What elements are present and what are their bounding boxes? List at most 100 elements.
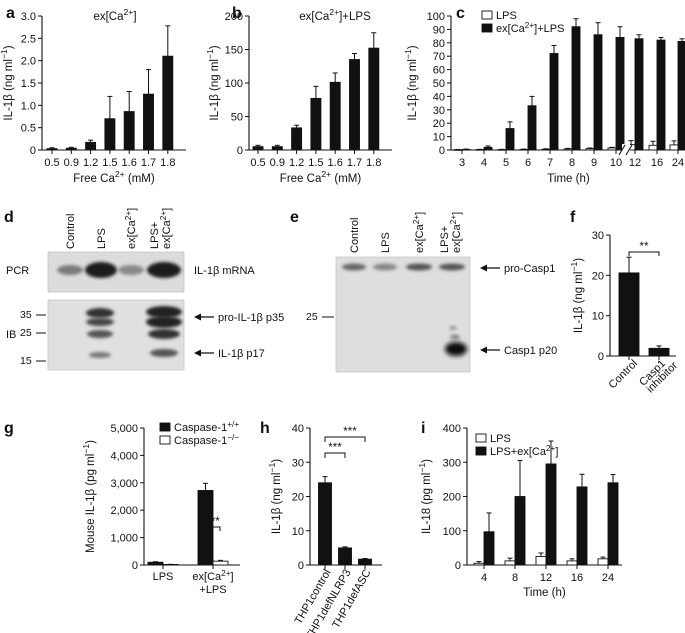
legend-swatch bbox=[159, 435, 171, 445]
y-tick-label: 3.0 bbox=[21, 11, 36, 23]
y-tick-label: 40 bbox=[292, 423, 304, 435]
ib-band-lps-p35b bbox=[86, 318, 114, 326]
bar bbox=[535, 555, 547, 566]
marker-15: 15 bbox=[20, 355, 32, 367]
casp1-band-faint1 bbox=[449, 326, 457, 330]
bar bbox=[505, 128, 515, 151]
y-tick-label: 200 bbox=[443, 492, 461, 504]
bar bbox=[618, 272, 640, 357]
bar bbox=[291, 127, 303, 151]
mrna-label: IL-1β mRNA bbox=[194, 265, 255, 277]
x-tick-label: 0.5 bbox=[250, 157, 265, 169]
legend-label: ex[Ca2+]+LPS bbox=[496, 21, 564, 36]
y-tick-label: 200 bbox=[225, 11, 243, 23]
x-tick-label: 1.2 bbox=[83, 157, 98, 169]
x-tick-label: 1.7 bbox=[347, 157, 362, 169]
ib-band-lps-p35a bbox=[86, 308, 114, 318]
bar bbox=[597, 558, 609, 566]
bar bbox=[318, 482, 332, 566]
x-tick-label: 0.5 bbox=[44, 157, 59, 169]
pcr-band-lps-exca bbox=[147, 262, 181, 278]
y-tick-label: 80 bbox=[433, 38, 445, 50]
y-tick-label: 30 bbox=[592, 230, 604, 242]
y-tick-label: 10 bbox=[433, 132, 445, 144]
y-tick-label: 20 bbox=[433, 118, 445, 130]
y-axis-label: Mouse IL-1β (pg ml−1) bbox=[81, 440, 97, 553]
bar bbox=[143, 93, 154, 151]
x-tick-label: 12 bbox=[629, 157, 641, 169]
ib-row-label: IB bbox=[6, 329, 16, 341]
chart-a-title: ex[Ca2+] bbox=[93, 7, 136, 23]
y-tick-label: 50 bbox=[231, 112, 243, 124]
pro-casp1-arrowhead bbox=[480, 264, 487, 272]
marker-25: 25 bbox=[20, 327, 32, 339]
blot-e: Control LPS ex[Ca2+]LPS+ ex[Ca2+] 25 pro-Ca… bbox=[306, 212, 557, 373]
significance-bracket bbox=[205, 526, 221, 531]
y-tick-label: 0 bbox=[598, 351, 604, 363]
x-axis-label: Time (h) bbox=[523, 587, 566, 599]
x-tick-label: 0.9 bbox=[270, 157, 285, 169]
x-tick-label: ex[Ca2+] +LPS bbox=[192, 569, 233, 597]
y-tick-label: 0.5 bbox=[21, 123, 36, 135]
legend-swatch bbox=[481, 23, 493, 33]
lane-label: LPS bbox=[96, 228, 108, 249]
x-tick-label: 1.6 bbox=[122, 157, 137, 169]
bar bbox=[338, 547, 352, 566]
y-axis-label: IL-1β (ng ml−1) bbox=[0, 45, 15, 120]
ib-band-lps-mid bbox=[87, 330, 113, 338]
bar bbox=[473, 562, 485, 566]
y-tick-label: 2.0 bbox=[21, 56, 36, 68]
pcr-band-control bbox=[57, 265, 83, 275]
panel-label-b: b bbox=[232, 5, 242, 22]
chart-a: ex[Ca2+] 0 0.5 1.0 1.5 2.0 2.5 3.0 IL-1β (ng ml… bbox=[0, 7, 186, 185]
legend-label: LPS bbox=[496, 10, 517, 22]
ib-band-lpsexca-p35a bbox=[146, 306, 182, 318]
bar bbox=[252, 146, 264, 151]
p17-label: IL-1β p17 bbox=[218, 348, 265, 360]
x-tick-label: LPS bbox=[153, 571, 174, 583]
significance-bracket bbox=[628, 251, 660, 256]
x-tick-label: Control bbox=[607, 358, 641, 392]
significance-label: *** bbox=[343, 426, 357, 438]
x-tick-label: 12 bbox=[540, 572, 552, 584]
y-tick-label: 0 bbox=[455, 560, 461, 572]
y-tick-label: 150 bbox=[225, 45, 243, 57]
y-tick-label: 60 bbox=[433, 65, 445, 77]
y-axis-label: IL-18 (pg ml−1) bbox=[417, 459, 433, 534]
panel-label-d: d bbox=[4, 209, 14, 226]
bar bbox=[571, 26, 581, 151]
y-tick-label: 10 bbox=[292, 526, 304, 538]
y-tick-label: 0 bbox=[237, 145, 243, 157]
x-tick-label: 16 bbox=[651, 157, 663, 169]
p20-label: Casp1 p20 bbox=[504, 345, 557, 357]
casp1-band-p20 bbox=[445, 342, 467, 356]
y-axis-label: IL-1β (ng ml−1) bbox=[205, 45, 221, 120]
y-tick-label: 4,000 bbox=[110, 450, 138, 462]
y-tick-label: 90 bbox=[433, 24, 445, 36]
y-tick-label: 400 bbox=[443, 423, 461, 435]
panel-label-e: e bbox=[290, 209, 299, 226]
pcr-row-label: PCR bbox=[6, 265, 29, 277]
y-tick-label: 100 bbox=[443, 526, 461, 538]
x-tick-label: 1.7 bbox=[141, 157, 156, 169]
p20-arrowhead bbox=[480, 346, 487, 354]
bar bbox=[104, 118, 116, 151]
y-tick-label: 0 bbox=[132, 560, 138, 572]
y-tick-label: 1.0 bbox=[21, 100, 36, 112]
bar bbox=[648, 347, 670, 357]
x-tick-label: 1.2 bbox=[289, 157, 304, 169]
bar bbox=[607, 482, 619, 566]
p35-label: pro-IL-1β p35 bbox=[218, 312, 284, 324]
bar bbox=[541, 148, 551, 151]
y-tick-label: 1.5 bbox=[21, 78, 36, 90]
pcr-band-lps bbox=[85, 262, 117, 278]
lane-label: Control bbox=[65, 214, 77, 249]
x-tick-label: 0.9 bbox=[64, 157, 79, 169]
bar bbox=[368, 47, 380, 151]
bar bbox=[648, 144, 658, 151]
y-tick-label: 40 bbox=[433, 91, 445, 103]
bar bbox=[329, 81, 341, 151]
bar bbox=[271, 146, 283, 151]
